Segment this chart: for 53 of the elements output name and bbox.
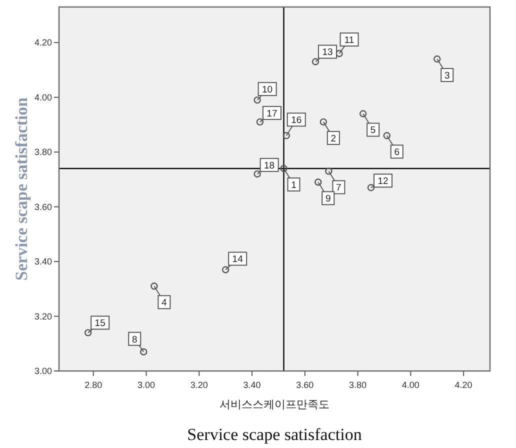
text: Service scape satisfaction — [187, 425, 362, 444]
y-tick-label: 3.20 — [34, 311, 52, 322]
annotation: 2 — [330, 133, 336, 144]
x-tick-label: 3.40 — [243, 380, 261, 390]
annotation: 8 — [132, 334, 138, 346]
x-tick-label: 2.80 — [84, 380, 102, 390]
x-axis-title: 서비스스케이프만족도 — [220, 399, 330, 411]
y-tick-label: 3.60 — [34, 202, 52, 212]
annotation: 3 — [444, 70, 450, 82]
annotation: 10 — [262, 84, 273, 96]
point — [367, 184, 375, 192]
point — [150, 282, 158, 290]
point — [256, 118, 264, 126]
x-tick-label: 3.00 — [137, 380, 156, 390]
annotation: 18 — [264, 160, 275, 172]
point — [320, 118, 328, 126]
y-tick-label: 3.00 — [34, 366, 52, 376]
annotation: 13 — [322, 47, 333, 58]
point — [254, 170, 261, 178]
y-tick-label: 3.40 — [34, 256, 52, 267]
annotation: 17 — [266, 108, 278, 120]
point — [325, 168, 332, 175]
annotation: 15 — [94, 318, 106, 330]
annotation: 6 — [394, 147, 400, 158]
point — [312, 58, 320, 66]
annotation: 12 — [378, 176, 388, 188]
y-tick-label: 4.20 — [34, 38, 52, 48]
y-tick-label: 3.80 — [34, 147, 52, 158]
x-tick-label: 4.00 — [402, 380, 420, 390]
point — [254, 96, 261, 104]
point — [383, 132, 390, 140]
x-tick-label: 3.80 — [349, 380, 367, 390]
y-tick-label: 4.00 — [34, 92, 52, 102]
annotation: 11 — [344, 35, 354, 46]
x-tick-label: 4.20 — [454, 380, 472, 390]
annotation: 1 — [291, 180, 296, 191]
x-tick-label: 3.20 — [190, 380, 208, 390]
point — [84, 329, 92, 336]
point — [314, 178, 322, 186]
annotation: 16 — [291, 115, 302, 126]
point — [359, 110, 367, 118]
annotation: 4 — [162, 298, 167, 309]
point — [222, 266, 230, 274]
annotation: 9 — [325, 194, 331, 205]
x-tick-label: 3.60 — [296, 380, 314, 390]
annotation: 5 — [370, 125, 376, 136]
annotation: 14 — [232, 254, 243, 266]
point — [282, 132, 290, 140]
point — [434, 55, 441, 63]
point — [140, 348, 148, 356]
point — [280, 164, 288, 172]
y-axis-title: Service scape satisfaction — [12, 96, 31, 281]
annotation: 7 — [336, 182, 342, 194]
